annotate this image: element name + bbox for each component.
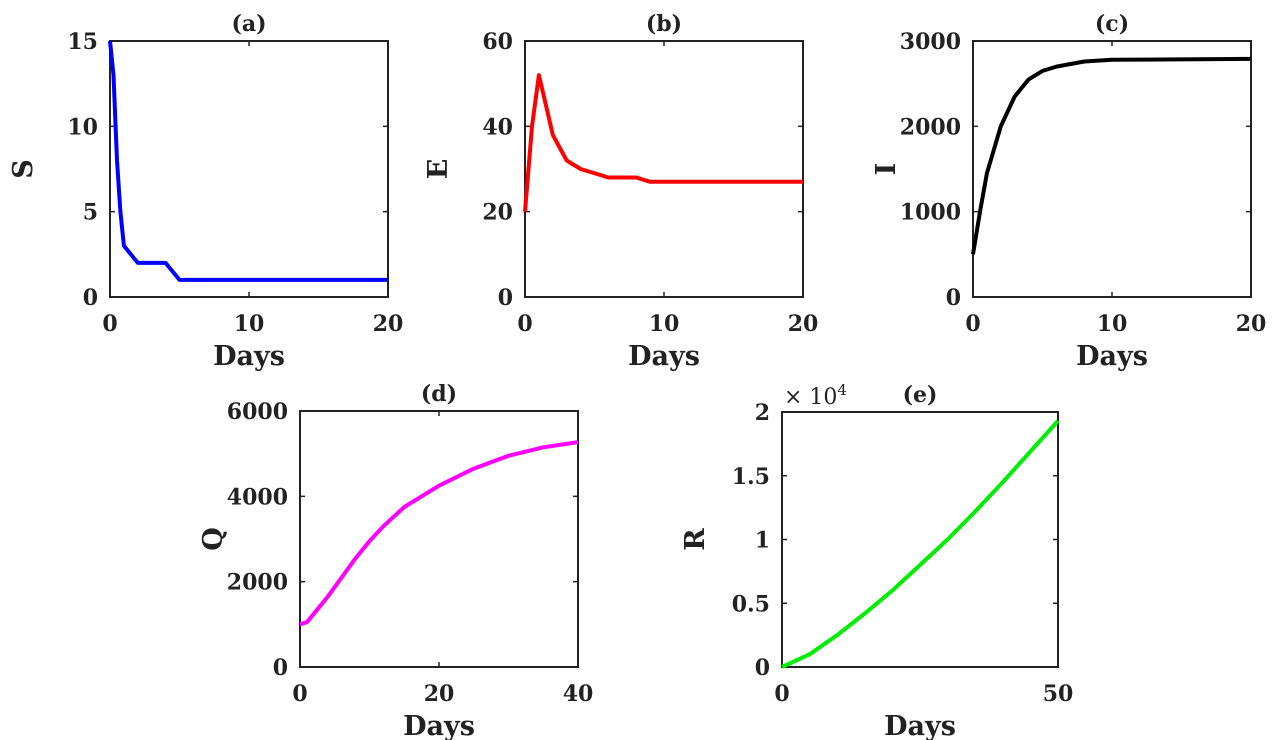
- x-tick-label: 0: [102, 311, 117, 337]
- subplot-title: (b): [646, 11, 682, 37]
- y-tick-label: 60: [482, 29, 513, 55]
- axes-box: [109, 40, 389, 298]
- series-line-i: [971, 56, 1252, 255]
- subplot-title: (e): [903, 382, 938, 408]
- series-line-q: [299, 440, 579, 627]
- y-tick-label: 6000: [227, 399, 288, 425]
- x-tick-label: 20: [788, 311, 819, 337]
- y-axis-label: S: [8, 159, 39, 179]
- x-axis-label: Days: [628, 341, 700, 372]
- y-tick-label: 4000: [227, 484, 288, 510]
- y-tick-label: 15: [67, 29, 98, 55]
- x-axis-label: Days: [213, 341, 285, 372]
- axes-box: [524, 40, 804, 298]
- y-axis-label: I: [871, 163, 902, 176]
- x-tick-label: 50: [1043, 681, 1074, 707]
- y-tick-label: 1.5: [732, 464, 770, 490]
- subplot-title: (a): [231, 11, 266, 37]
- y-tick-label: 1: [755, 528, 770, 554]
- y-axis-label: R: [680, 528, 711, 551]
- x-tick-label: 10: [1097, 311, 1128, 337]
- y-tick-label: 0: [946, 285, 961, 311]
- axes-box: [781, 411, 1059, 668]
- y-tick-label: 10: [67, 114, 98, 140]
- subplot-i: 0 10 20 0 1000 2000 3000 (c) Days I: [871, 11, 1266, 372]
- series-line-r: [781, 419, 1060, 669]
- y-tick-label: 1000: [900, 200, 961, 226]
- subplot-title: (c): [1095, 11, 1129, 37]
- x-tick-label: 0: [965, 311, 980, 337]
- y-tick-label: 2000: [227, 570, 288, 596]
- x-tick-label: 0: [517, 311, 532, 337]
- y-tick-label: 20: [482, 200, 513, 226]
- y-tick-label: 2000: [900, 114, 961, 140]
- series-line-e: [523, 73, 803, 212]
- x-tick-label: 10: [234, 311, 265, 337]
- series-line-s: [108, 40, 388, 282]
- axes-box: [972, 40, 1252, 298]
- y-axis-label: Q: [198, 527, 229, 551]
- y-tick-label: 2: [755, 400, 770, 426]
- exponent-label: × 104: [784, 381, 847, 410]
- subplot-r: 0 50 0 0.5 1 1.5 2 (e) Days R × 104: [680, 381, 1073, 740]
- subplot-title: (d): [421, 381, 457, 407]
- x-tick-label: 20: [373, 311, 404, 337]
- x-tick-label: 20: [1236, 311, 1267, 337]
- subplot-s: 0 10 20 0 5 10 15 (a) Days S: [8, 11, 403, 372]
- y-tick-label: 40: [482, 114, 513, 140]
- x-tick-label: 10: [649, 311, 680, 337]
- y-tick-label: 0: [498, 285, 513, 311]
- x-tick-label: 0: [774, 681, 789, 707]
- y-axis-label: E: [423, 159, 454, 180]
- x-axis-label: Days: [884, 711, 956, 740]
- y-tick-label: 0: [83, 285, 98, 311]
- x-tick-label: 40: [563, 681, 594, 707]
- x-tick-label: 20: [424, 681, 455, 707]
- y-tick-label: 3000: [900, 29, 961, 55]
- y-tick-label: 0.5: [732, 591, 770, 617]
- x-tick-label: 0: [292, 681, 307, 707]
- y-tick-label: 0: [755, 655, 770, 681]
- x-axis-label: Days: [403, 711, 475, 740]
- y-tick-label: 0: [273, 655, 288, 681]
- subplot-q: 0 20 40 0 2000 4000 6000 (d) Days Q: [198, 381, 593, 740]
- x-axis-label: Days: [1076, 341, 1148, 372]
- subplot-e: 0 10 20 0 20 40 60 (b) Days E: [423, 11, 818, 372]
- y-tick-label: 5: [83, 200, 98, 226]
